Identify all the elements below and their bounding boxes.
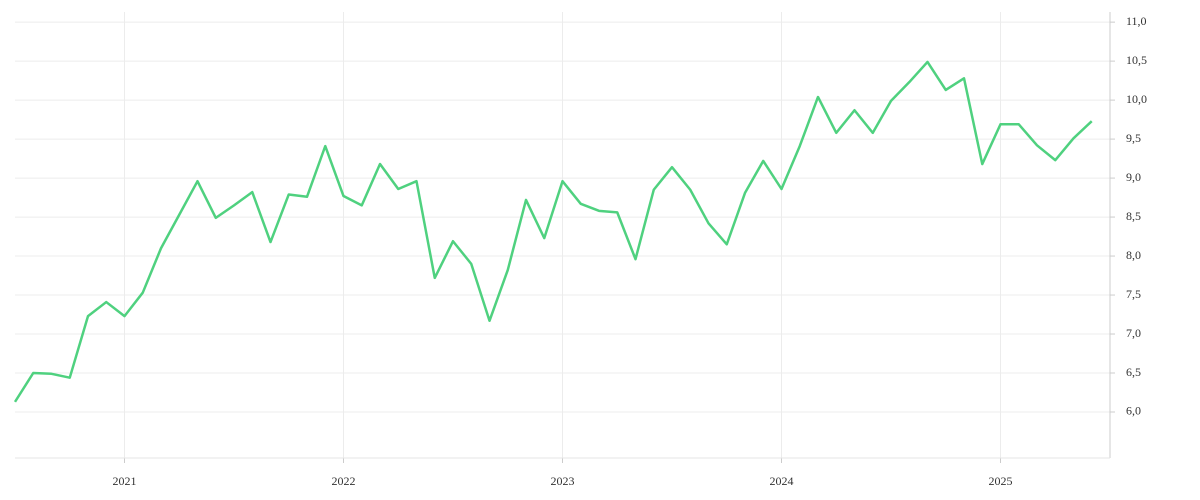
y-tick-label: 11,0 xyxy=(1126,14,1147,28)
y-tick-label: 8,5 xyxy=(1126,209,1141,223)
y-tick-label: 8,0 xyxy=(1126,248,1141,262)
y-tick-label: 6,5 xyxy=(1126,365,1141,379)
y-tick-label: 10,5 xyxy=(1126,53,1147,67)
y-tick-label: 7,0 xyxy=(1126,326,1141,340)
x-tick-label: 2023 xyxy=(551,474,575,488)
y-tick-label: 6,0 xyxy=(1126,404,1141,418)
line xyxy=(13,60,1093,403)
x-tick-label: 2025 xyxy=(989,474,1013,488)
y-tick-label: 9,0 xyxy=(1126,170,1141,184)
x-tick-label: 2021 xyxy=(113,474,137,488)
x-tick-label: 2022 xyxy=(332,474,356,488)
y-tick-label: 7,5 xyxy=(1126,287,1141,301)
y-tick-label: 9,5 xyxy=(1126,131,1141,145)
y-tick-label: 10,0 xyxy=(1126,92,1147,106)
x-tick-label: 2024 xyxy=(770,474,794,488)
